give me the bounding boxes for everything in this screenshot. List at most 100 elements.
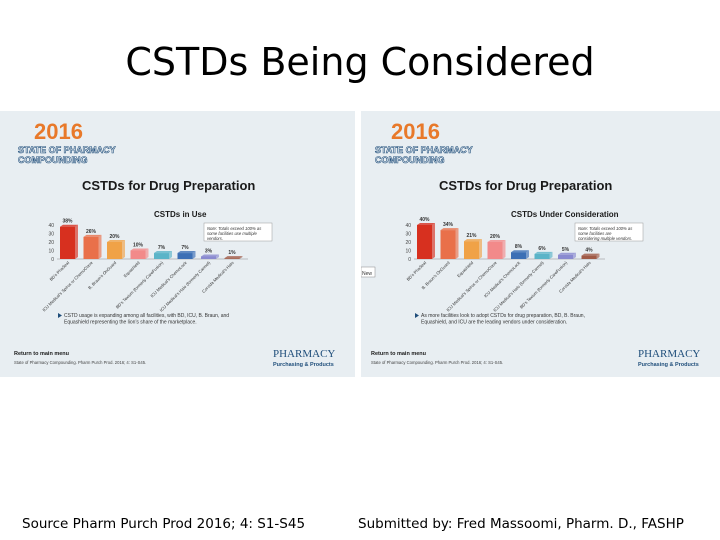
bar: [511, 252, 526, 259]
bar: [558, 254, 573, 259]
bar-value-label: 26%: [86, 229, 97, 235]
bar-value-label: 3%: [205, 248, 213, 254]
bar-side: [432, 223, 435, 259]
bar: [581, 255, 597, 259]
bar-value-label: 4%: [585, 248, 593, 254]
bar-value-label: 38%: [62, 219, 73, 225]
bar-side: [169, 251, 172, 259]
note-text-line: some facilities are: [578, 231, 612, 236]
note-box: [574, 222, 644, 242]
year-label: 2016: [391, 119, 440, 144]
chart-heading: CSTDs for Drug Preparation: [439, 178, 612, 193]
bullet-text-line: CSTD usage is expanding among all facili…: [64, 313, 229, 319]
bar-side: [502, 240, 506, 259]
bar-top: [60, 224, 78, 227]
panel-background: [0, 111, 355, 377]
y-tick-label: 30: [48, 232, 54, 238]
bar-value-label: 1%: [228, 250, 236, 256]
side-tab: [361, 266, 376, 278]
logo-line-2: Purchasing & Products: [273, 362, 334, 368]
bar-top: [440, 228, 459, 231]
bar-side: [573, 252, 576, 259]
bar: [464, 241, 479, 259]
y-tick-label: 10: [405, 249, 411, 255]
bar: [60, 226, 75, 259]
bar-top: [154, 251, 172, 254]
bar-side: [145, 248, 149, 259]
bar-side: [122, 240, 125, 259]
return-link: Return to main menu: [371, 351, 426, 357]
bar-value-label: 7%: [181, 245, 189, 251]
logo-line-2: Purchasing & Products: [638, 362, 699, 368]
bar-top: [417, 223, 435, 225]
bar-side: [455, 228, 459, 259]
side-tab-label: New: [362, 271, 372, 277]
bar-value-label: 7%: [158, 245, 166, 251]
bar-side: [239, 256, 243, 259]
bar-top: [224, 256, 243, 259]
bar-top: [487, 240, 506, 242]
bar-side: [549, 251, 553, 259]
bar-top: [581, 253, 600, 256]
bullet-text-line: Equashield representing the lion's share…: [64, 320, 197, 326]
bar-side: [479, 239, 482, 259]
bar: [107, 242, 122, 259]
note-text-line: considering multiple vendors.: [578, 236, 632, 241]
banner-line-1: STATE OF PHARMACY: [375, 145, 473, 155]
bar: [224, 258, 240, 259]
chart-heading: CSTDs for Drug Preparation: [82, 178, 255, 193]
bullet-text-line: Equashield, and ICU are the leading vend…: [421, 320, 567, 326]
chart-title: CSTDs in Use: [154, 210, 207, 219]
bar-top: [464, 239, 482, 242]
logo-line-1: PHARMACY: [273, 348, 335, 360]
banner-line-1: STATE OF PHARMACY: [18, 145, 116, 155]
bar-top: [558, 252, 576, 255]
bar: [130, 250, 146, 259]
bar-side: [216, 254, 219, 259]
chart-title: CSTDs Under Consideration: [511, 210, 619, 219]
bar: [201, 256, 216, 259]
year-label: 2016: [34, 119, 83, 144]
y-tick-label: 20: [405, 240, 411, 246]
bullet-text-line: As more facilities look to adopt CSTDs f…: [421, 313, 585, 319]
bar-side: [596, 253, 600, 259]
logo-line-1: PHARMACY: [638, 348, 700, 360]
note-text-line: Note: Totals exceed 100% as: [207, 226, 262, 231]
note-box: [203, 222, 273, 242]
bar-top: [130, 248, 149, 251]
bar-value-label: 21%: [466, 233, 477, 239]
bar: [154, 253, 169, 259]
submitted-by: Submitted by: Fred Massoomi, Pharm. D., …: [358, 516, 684, 532]
bar-side: [98, 234, 102, 259]
bar-value-label: 40%: [419, 217, 430, 223]
panel-citation: State of Pharmacy Compounding. Pharm Pur…: [14, 360, 146, 365]
bar-value-label: 8%: [515, 244, 523, 250]
banner-line-2: COMPOUNDING: [18, 155, 88, 165]
bar: [177, 253, 193, 259]
bar-side: [526, 250, 529, 259]
note-text-line: Note: Totals exceed 100% as: [578, 226, 633, 231]
y-tick-label: 0: [51, 257, 54, 263]
bar-top: [511, 250, 529, 253]
bar-value-label: 10%: [133, 243, 144, 249]
slide-title: CSTDs Being Considered: [125, 40, 595, 84]
y-tick-label: 40: [48, 223, 54, 229]
bar-value-label: 5%: [562, 247, 570, 253]
bar-top: [177, 251, 196, 254]
source-citation: Source Pharm Purch Prod 2016; 4: S1-S45: [22, 516, 306, 532]
bar: [534, 253, 550, 259]
bar-top: [201, 254, 219, 257]
bar-top: [534, 251, 553, 254]
bullet-icon: [415, 313, 419, 318]
y-tick-label: 40: [405, 223, 411, 229]
bar-side: [75, 224, 78, 259]
bar: [487, 242, 503, 259]
y-tick-label: 10: [48, 249, 54, 255]
bar: [417, 225, 432, 259]
bar-value-label: 20%: [490, 234, 501, 240]
bar-value-label: 34%: [443, 222, 454, 228]
banner-line-2: COMPOUNDING: [375, 155, 445, 165]
y-tick-label: 0: [408, 257, 411, 263]
